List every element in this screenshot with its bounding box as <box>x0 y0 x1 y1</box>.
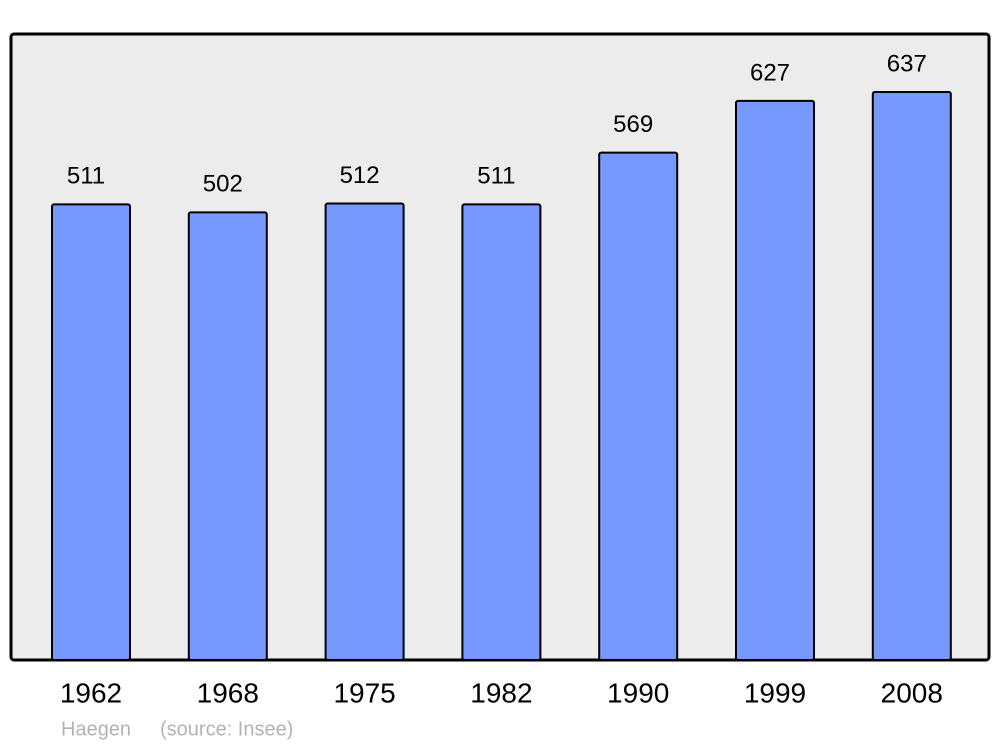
value-label: 512 <box>340 162 380 189</box>
commune-name: Haegen <box>61 718 131 740</box>
x-tick-label: 1968 <box>197 677 259 708</box>
bar <box>871 91 952 661</box>
bar <box>735 99 815 661</box>
bar <box>187 211 268 661</box>
x-tick-label: 1962 <box>60 677 122 708</box>
x-tick-label: 1990 <box>607 677 669 708</box>
x-tick-label: 2008 <box>881 677 943 708</box>
value-label: 637 <box>887 50 927 77</box>
x-tick-label: 1999 <box>744 677 806 708</box>
value-label: 569 <box>613 111 653 138</box>
value-label: 511 <box>67 163 105 190</box>
bar <box>461 203 542 661</box>
x-tick-label: 1975 <box>333 677 395 708</box>
value-label: 627 <box>750 59 790 86</box>
source-note: (source: Insee) <box>160 718 293 740</box>
value-label: 511 <box>477 163 515 190</box>
bar <box>51 203 131 661</box>
bar <box>598 151 679 661</box>
bar <box>324 202 405 662</box>
value-label: 502 <box>203 171 243 198</box>
x-tick-label: 1982 <box>470 677 532 708</box>
